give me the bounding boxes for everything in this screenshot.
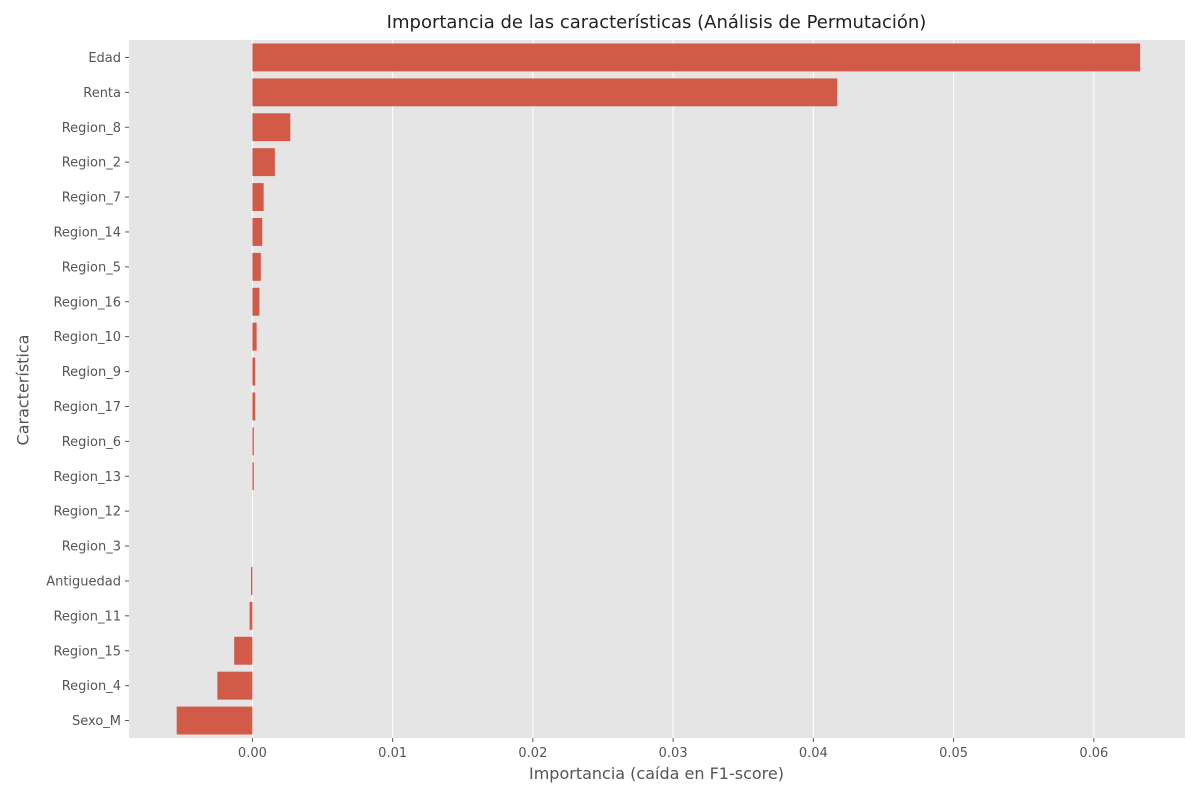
y-tick-label: Region_11 bbox=[53, 609, 121, 624]
y-tick-label: Region_15 bbox=[53, 644, 121, 659]
bar-region_15 bbox=[234, 636, 253, 665]
y-tick-label: Antiguedad bbox=[46, 574, 121, 589]
y-tick-label: Region_10 bbox=[53, 330, 121, 345]
bar-region_13 bbox=[252, 462, 254, 491]
bar-region_10 bbox=[252, 322, 257, 351]
y-tick-label: Region_14 bbox=[53, 225, 121, 240]
bar-antiguedad bbox=[251, 566, 253, 595]
y-tick-label: Region_17 bbox=[53, 400, 121, 415]
bar-region_7 bbox=[252, 183, 264, 212]
y-tick-label: Region_13 bbox=[53, 470, 121, 485]
bar-edad bbox=[252, 43, 1141, 72]
y-tick-label: Region_6 bbox=[62, 435, 121, 450]
x-tick-label: 0.06 bbox=[1079, 746, 1108, 761]
x-tick-label: 0.01 bbox=[378, 746, 407, 761]
bar-region_17 bbox=[252, 392, 256, 421]
y-tick-label: Region_8 bbox=[62, 121, 121, 136]
bar-region_5 bbox=[252, 252, 261, 281]
x-tick-label: 0.05 bbox=[939, 746, 968, 761]
y-tick-label: Region_5 bbox=[62, 260, 121, 275]
y-tick-label: Region_9 bbox=[62, 365, 121, 380]
y-tick-label: Region_7 bbox=[62, 191, 121, 206]
bar-region_4 bbox=[217, 671, 253, 700]
plot-background bbox=[129, 40, 1185, 738]
bar-region_16 bbox=[252, 287, 260, 316]
x-tick-label: 0.04 bbox=[799, 746, 828, 761]
x-tick-label: 0.00 bbox=[238, 746, 267, 761]
bar-renta bbox=[252, 78, 838, 107]
bar-region_2 bbox=[252, 148, 275, 177]
y-tick-label: Renta bbox=[83, 86, 121, 101]
bar-region_6 bbox=[252, 427, 254, 456]
y-tick-label: Region_12 bbox=[53, 505, 121, 520]
y-tick-label: Sexo_M bbox=[72, 714, 121, 729]
y-tick-label: Region_16 bbox=[53, 295, 121, 310]
bar-region_9 bbox=[252, 357, 256, 386]
y-tick-label: Region_3 bbox=[62, 540, 121, 555]
chart-title: Importancia de las características (Anál… bbox=[386, 12, 927, 33]
bar-sexo_m bbox=[176, 706, 253, 735]
y-tick-label: Edad bbox=[88, 51, 121, 66]
bar-region_8 bbox=[252, 113, 291, 142]
x-axis-label: Importancia (caída en F1-score) bbox=[529, 764, 784, 783]
bar-region_14 bbox=[252, 217, 263, 246]
bar-region_11 bbox=[249, 601, 253, 630]
y-tick-label: Region_2 bbox=[62, 156, 121, 171]
x-tick-label: 0.03 bbox=[659, 746, 688, 761]
y-tick-label: Region_4 bbox=[62, 679, 121, 694]
x-tick-label: 0.02 bbox=[518, 746, 547, 761]
